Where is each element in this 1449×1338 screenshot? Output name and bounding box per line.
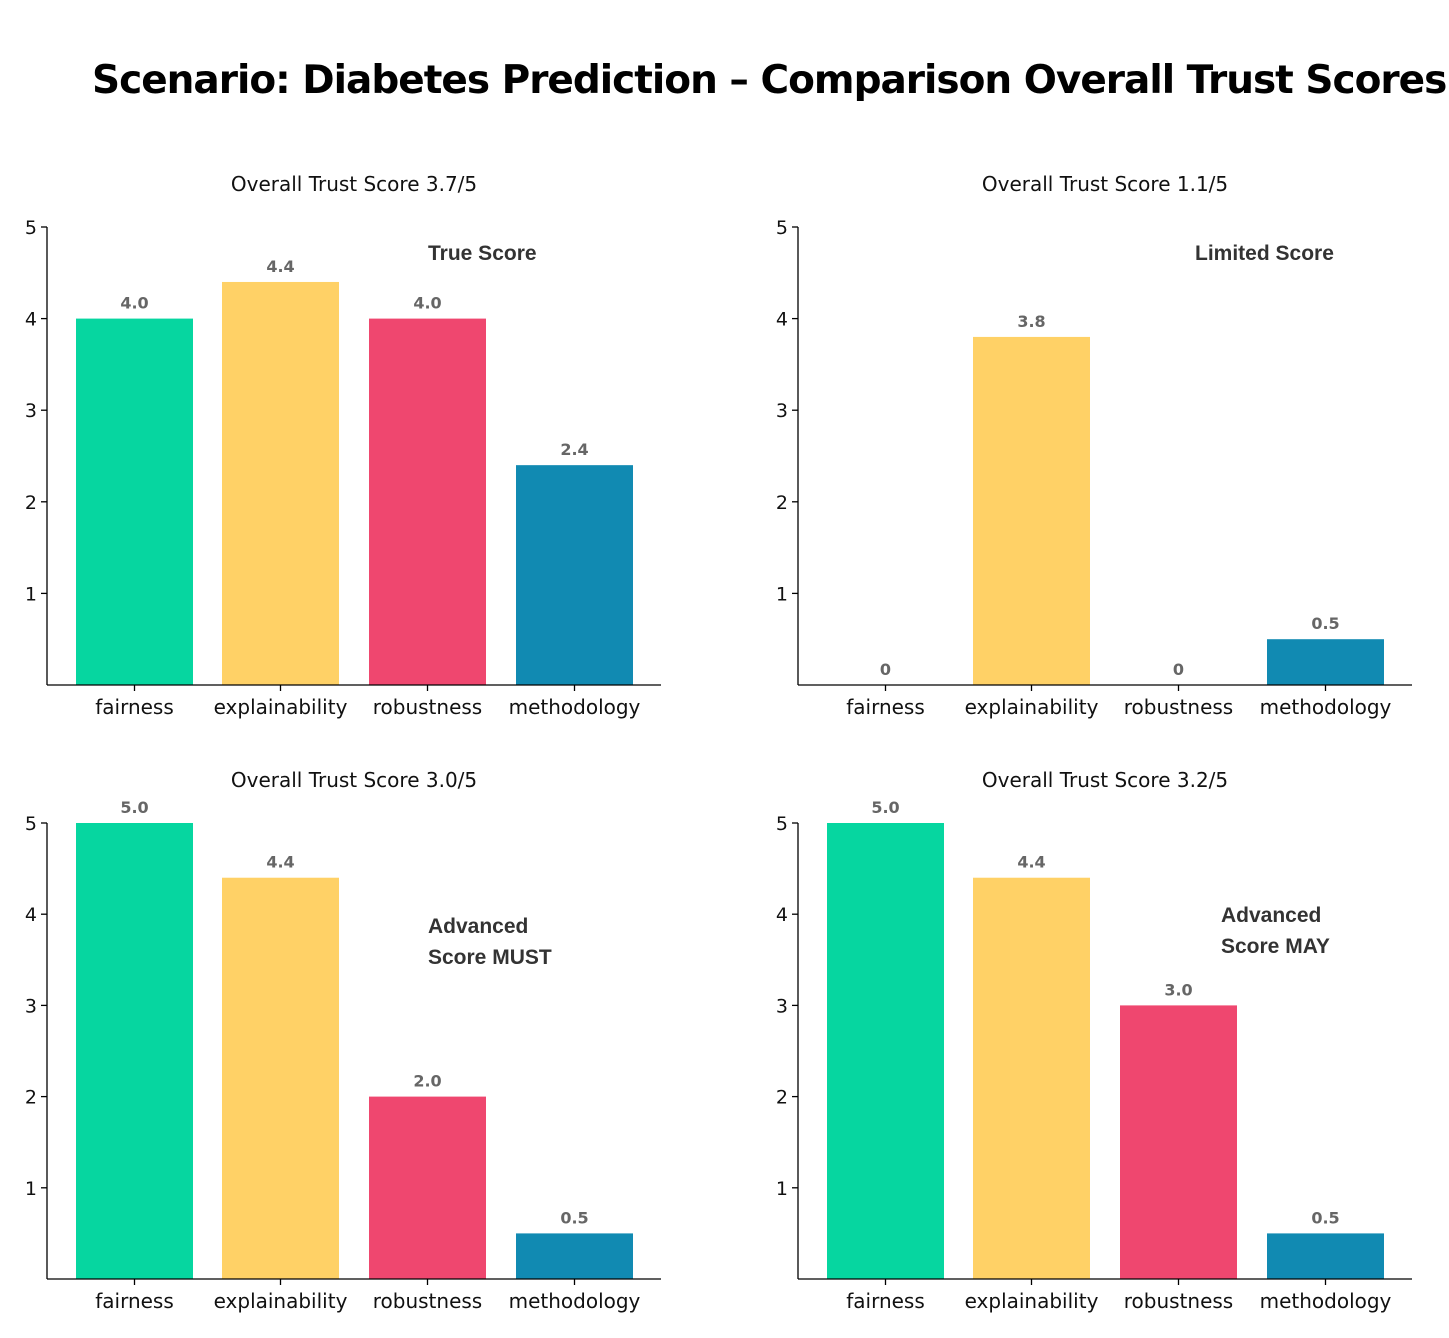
y-tick-label: 1 <box>776 583 788 605</box>
page-title: Scenario: Diabetes Prediction – Comparis… <box>92 58 1447 103</box>
x-tick-fairness: fairness <box>95 1289 174 1313</box>
value-label-methodology: 0.5 <box>1311 1208 1339 1227</box>
y-tick-label: 2 <box>776 492 788 514</box>
y-tick-label: 4 <box>25 309 37 331</box>
chart-panel-4: Overall Trust Score 3.2/5 5.0 fairness 4.4 e… <box>776 768 1412 1313</box>
bar-methodology <box>516 1233 633 1279</box>
value-label-robustness: 2.0 <box>413 1072 441 1091</box>
bar-robustness <box>369 318 486 685</box>
y-tick-label: 5 <box>776 217 788 239</box>
y-tick-label: 3 <box>25 400 37 422</box>
bar-explainability <box>973 877 1090 1279</box>
chart-title: Overall Trust Score 3.2/5 <box>982 768 1228 792</box>
value-label-explainability: 4.4 <box>266 853 294 872</box>
bar-fairness <box>76 318 193 685</box>
bar-methodology <box>516 465 633 685</box>
y-tick-label: 1 <box>25 583 37 605</box>
x-tick-explainability: explainability <box>214 695 348 719</box>
value-label-robustness: 0 <box>1173 660 1184 679</box>
bar-robustness <box>1120 1005 1237 1279</box>
value-label-fairness: 4.0 <box>120 294 148 313</box>
value-label-methodology: 2.4 <box>560 440 588 459</box>
x-tick-methodology: methodology <box>509 1289 641 1313</box>
value-label-fairness: 5.0 <box>871 798 899 817</box>
y-tick-label: 3 <box>776 995 788 1017</box>
chart-panel-1: Overall Trust Score 3.7/5 4.0 fairness 4.4 e… <box>25 172 661 719</box>
bar-explainability <box>973 336 1090 685</box>
x-tick-robustness: robustness <box>1124 695 1233 719</box>
bar-explainability <box>222 877 339 1279</box>
y-tick-label: 4 <box>776 309 788 331</box>
value-label-robustness: 4.0 <box>413 294 441 313</box>
bar-methodology <box>1267 1233 1384 1279</box>
y-tick-label: 1 <box>25 1178 37 1200</box>
x-tick-robustness: robustness <box>373 1289 482 1313</box>
y-tick-label: 4 <box>25 904 37 926</box>
y-tick-label: 5 <box>25 217 37 239</box>
x-tick-robustness: robustness <box>373 695 482 719</box>
y-tick-label: 3 <box>25 995 37 1017</box>
x-tick-explainability: explainability <box>214 1289 348 1313</box>
value-label-fairness: 0 <box>880 660 891 679</box>
y-tick-label: 5 <box>776 813 788 835</box>
value-label-explainability: 3.8 <box>1017 312 1045 331</box>
x-tick-methodology: methodology <box>1260 1289 1392 1313</box>
x-tick-methodology: methodology <box>509 695 641 719</box>
y-tick-label: 3 <box>776 400 788 422</box>
value-label-methodology: 0.5 <box>560 1208 588 1227</box>
y-tick-label: 1 <box>776 1178 788 1200</box>
chart-title: Overall Trust Score 3.7/5 <box>231 172 477 196</box>
value-label-robustness: 3.0 <box>1164 980 1192 999</box>
x-tick-fairness: fairness <box>846 695 925 719</box>
y-tick-label: 5 <box>25 813 37 835</box>
value-label-fairness: 5.0 <box>120 798 148 817</box>
x-tick-explainability: explainability <box>965 695 1099 719</box>
chart-title: Overall Trust Score 1.1/5 <box>982 172 1228 196</box>
chart-panel-2: Overall Trust Score 1.1/5 0 fairness 3.8 exp… <box>776 172 1412 719</box>
bar-methodology <box>1267 639 1384 685</box>
annotation-line-1: Advanced <box>1221 904 1321 927</box>
x-tick-fairness: fairness <box>95 695 174 719</box>
annotation-line-2: Score MUST <box>428 946 552 969</box>
annotation-line-2: Score MAY <box>1221 935 1330 958</box>
y-tick-label: 2 <box>25 492 37 514</box>
annotation-line-1: Limited Score <box>1195 242 1334 265</box>
y-tick-label: 4 <box>776 904 788 926</box>
chart-panel-3: Overall Trust Score 3.0/5 5.0 fairness 4.4 e… <box>25 768 661 1313</box>
value-label-explainability: 4.4 <box>1017 853 1045 872</box>
x-tick-robustness: robustness <box>1124 1289 1233 1313</box>
value-label-explainability: 4.4 <box>266 257 294 276</box>
value-label-methodology: 0.5 <box>1311 614 1339 633</box>
y-tick-label: 2 <box>25 1087 37 1109</box>
bar-fairness <box>827 823 944 1279</box>
x-tick-methodology: methodology <box>1260 695 1392 719</box>
x-tick-explainability: explainability <box>965 1289 1099 1313</box>
annotation-line-1: True Score <box>428 242 537 265</box>
annotation-line-1: Advanced <box>428 915 528 938</box>
bar-robustness <box>369 1096 486 1279</box>
y-tick-label: 2 <box>776 1087 788 1109</box>
bar-fairness <box>76 823 193 1279</box>
bar-explainability <box>222 281 339 685</box>
chart-title: Overall Trust Score 3.0/5 <box>231 768 477 792</box>
x-tick-fairness: fairness <box>846 1289 925 1313</box>
